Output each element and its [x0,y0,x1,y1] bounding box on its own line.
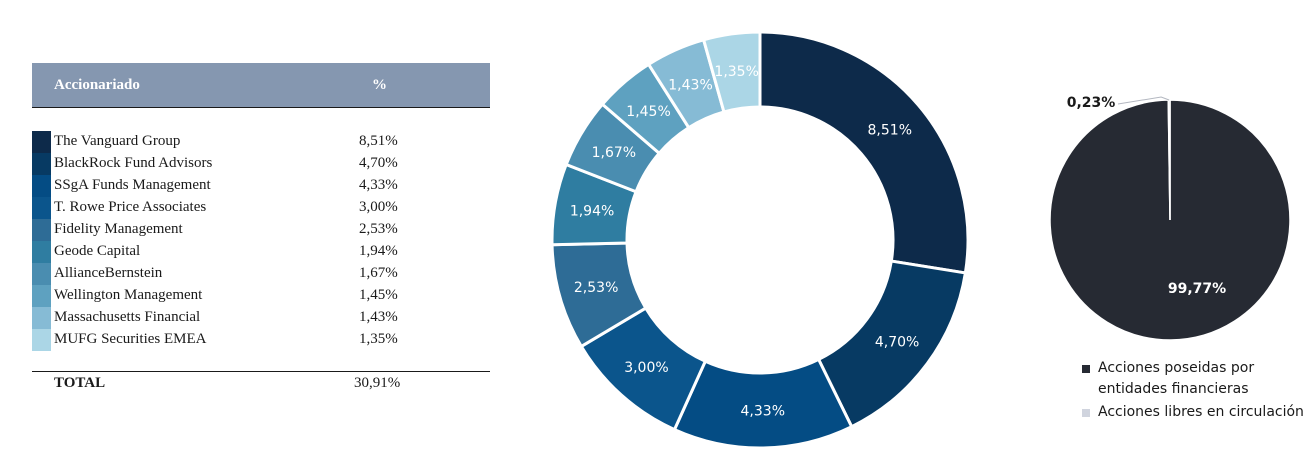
row-name: T. Rowe Price Associates [54,199,207,215]
row-pct: 1,35% [359,331,398,347]
legend-swatch [1082,409,1090,417]
row-pct: 2,53% [359,221,398,237]
row-color-swatch [32,263,51,285]
table-row: The Vanguard Group 8,51% [32,131,490,153]
table-row: Wellington Management 1,45% [32,285,490,307]
row-pct: 1,94% [359,243,398,259]
row-pct: 1,43% [359,309,398,325]
table-row: T. Rowe Price Associates 3,00% [32,197,490,219]
row-pct: 4,33% [359,177,398,193]
donut-slice-label: 1,45% [626,104,670,120]
row-pct: 1,45% [359,287,398,303]
total-value: 30,91% [354,375,401,391]
header-name: Accionariado [54,77,140,93]
donut-slice-label: 1,43% [668,77,712,93]
legend-item: Acciones poseidas por entidades financie… [1080,358,1310,400]
row-color-swatch [32,285,51,307]
donut-slice-label: 4,33% [741,403,785,419]
row-pct: 1,67% [359,265,398,281]
legend-item: Acciones libres en circulación [1080,402,1310,423]
row-name: Massachusetts Financial [54,309,201,325]
row-name: MUFG Securities EMEA [54,331,207,347]
row-name: AllianceBernstein [54,265,163,281]
row-pct: 4,70% [359,155,398,171]
row-color-swatch [32,307,51,329]
donut-slice-label: 2,53% [574,280,618,296]
donut-slice-label: 3,00% [624,360,668,376]
row-pct: 3,00% [359,199,398,215]
legend-label: Acciones libres en circulación [1098,404,1304,420]
donut-slice-label: 8,51% [868,122,912,138]
table-row: Massachusetts Financial 1,43% [32,307,490,329]
table-row: BlackRock Fund Advisors 4,70% [32,153,490,175]
row-color-swatch [32,329,51,351]
total-row: TOTAL 30,91% [32,375,490,397]
row-color-swatch [32,153,51,175]
row-name: SSgA Funds Management [54,177,211,193]
legend-swatch [1082,365,1090,373]
donut-slice-label: 1,67% [592,145,636,161]
row-name: The Vanguard Group [54,133,181,149]
donut-slice-label: 1,94% [570,203,614,219]
header-pct: % [372,77,387,93]
table-row: MUFG Securities EMEA 1,35% [32,329,490,351]
leader-line [1117,96,1170,105]
row-name: Geode Capital [54,243,141,259]
pie-slice-label: 99,77% [1168,281,1226,297]
table-row: Geode Capital 1,94% [32,241,490,263]
pie-legend: Acciones poseidas por entidades financie… [1080,358,1310,423]
shareholder-table: Accionariado % The Vanguard Group 8,51% Bl… [32,63,490,391]
donut-slice [701,30,762,114]
row-color-swatch [32,219,51,241]
total-label: TOTAL [54,375,106,391]
table-header: Accionariado % [32,63,490,108]
table-row: Fidelity Management 2,53% [32,219,490,241]
row-pct: 8,51% [359,133,398,149]
donut-slice-label: 4,70% [875,334,919,350]
row-color-swatch [32,197,51,219]
row-color-swatch [32,241,51,263]
pie-slice-label: 0,23% [1067,95,1116,111]
donut-slice-label: 1,35% [714,64,758,80]
legend-label: Acciones poseidas por entidades financie… [1098,360,1255,397]
total-divider [32,371,490,372]
row-color-swatch [32,175,51,197]
donut-slice [758,30,970,275]
row-name: BlackRock Fund Advisors [54,155,213,171]
table-rows: The Vanguard Group 8,51% BlackRock Fund Ad… [32,131,490,351]
row-name: Fidelity Management [54,221,183,237]
row-name: Wellington Management [54,287,203,303]
table-row: SSgA Funds Management 4,33% [32,175,490,197]
row-color-swatch [32,131,51,153]
table-row: AllianceBernstein 1,67% [32,263,490,285]
